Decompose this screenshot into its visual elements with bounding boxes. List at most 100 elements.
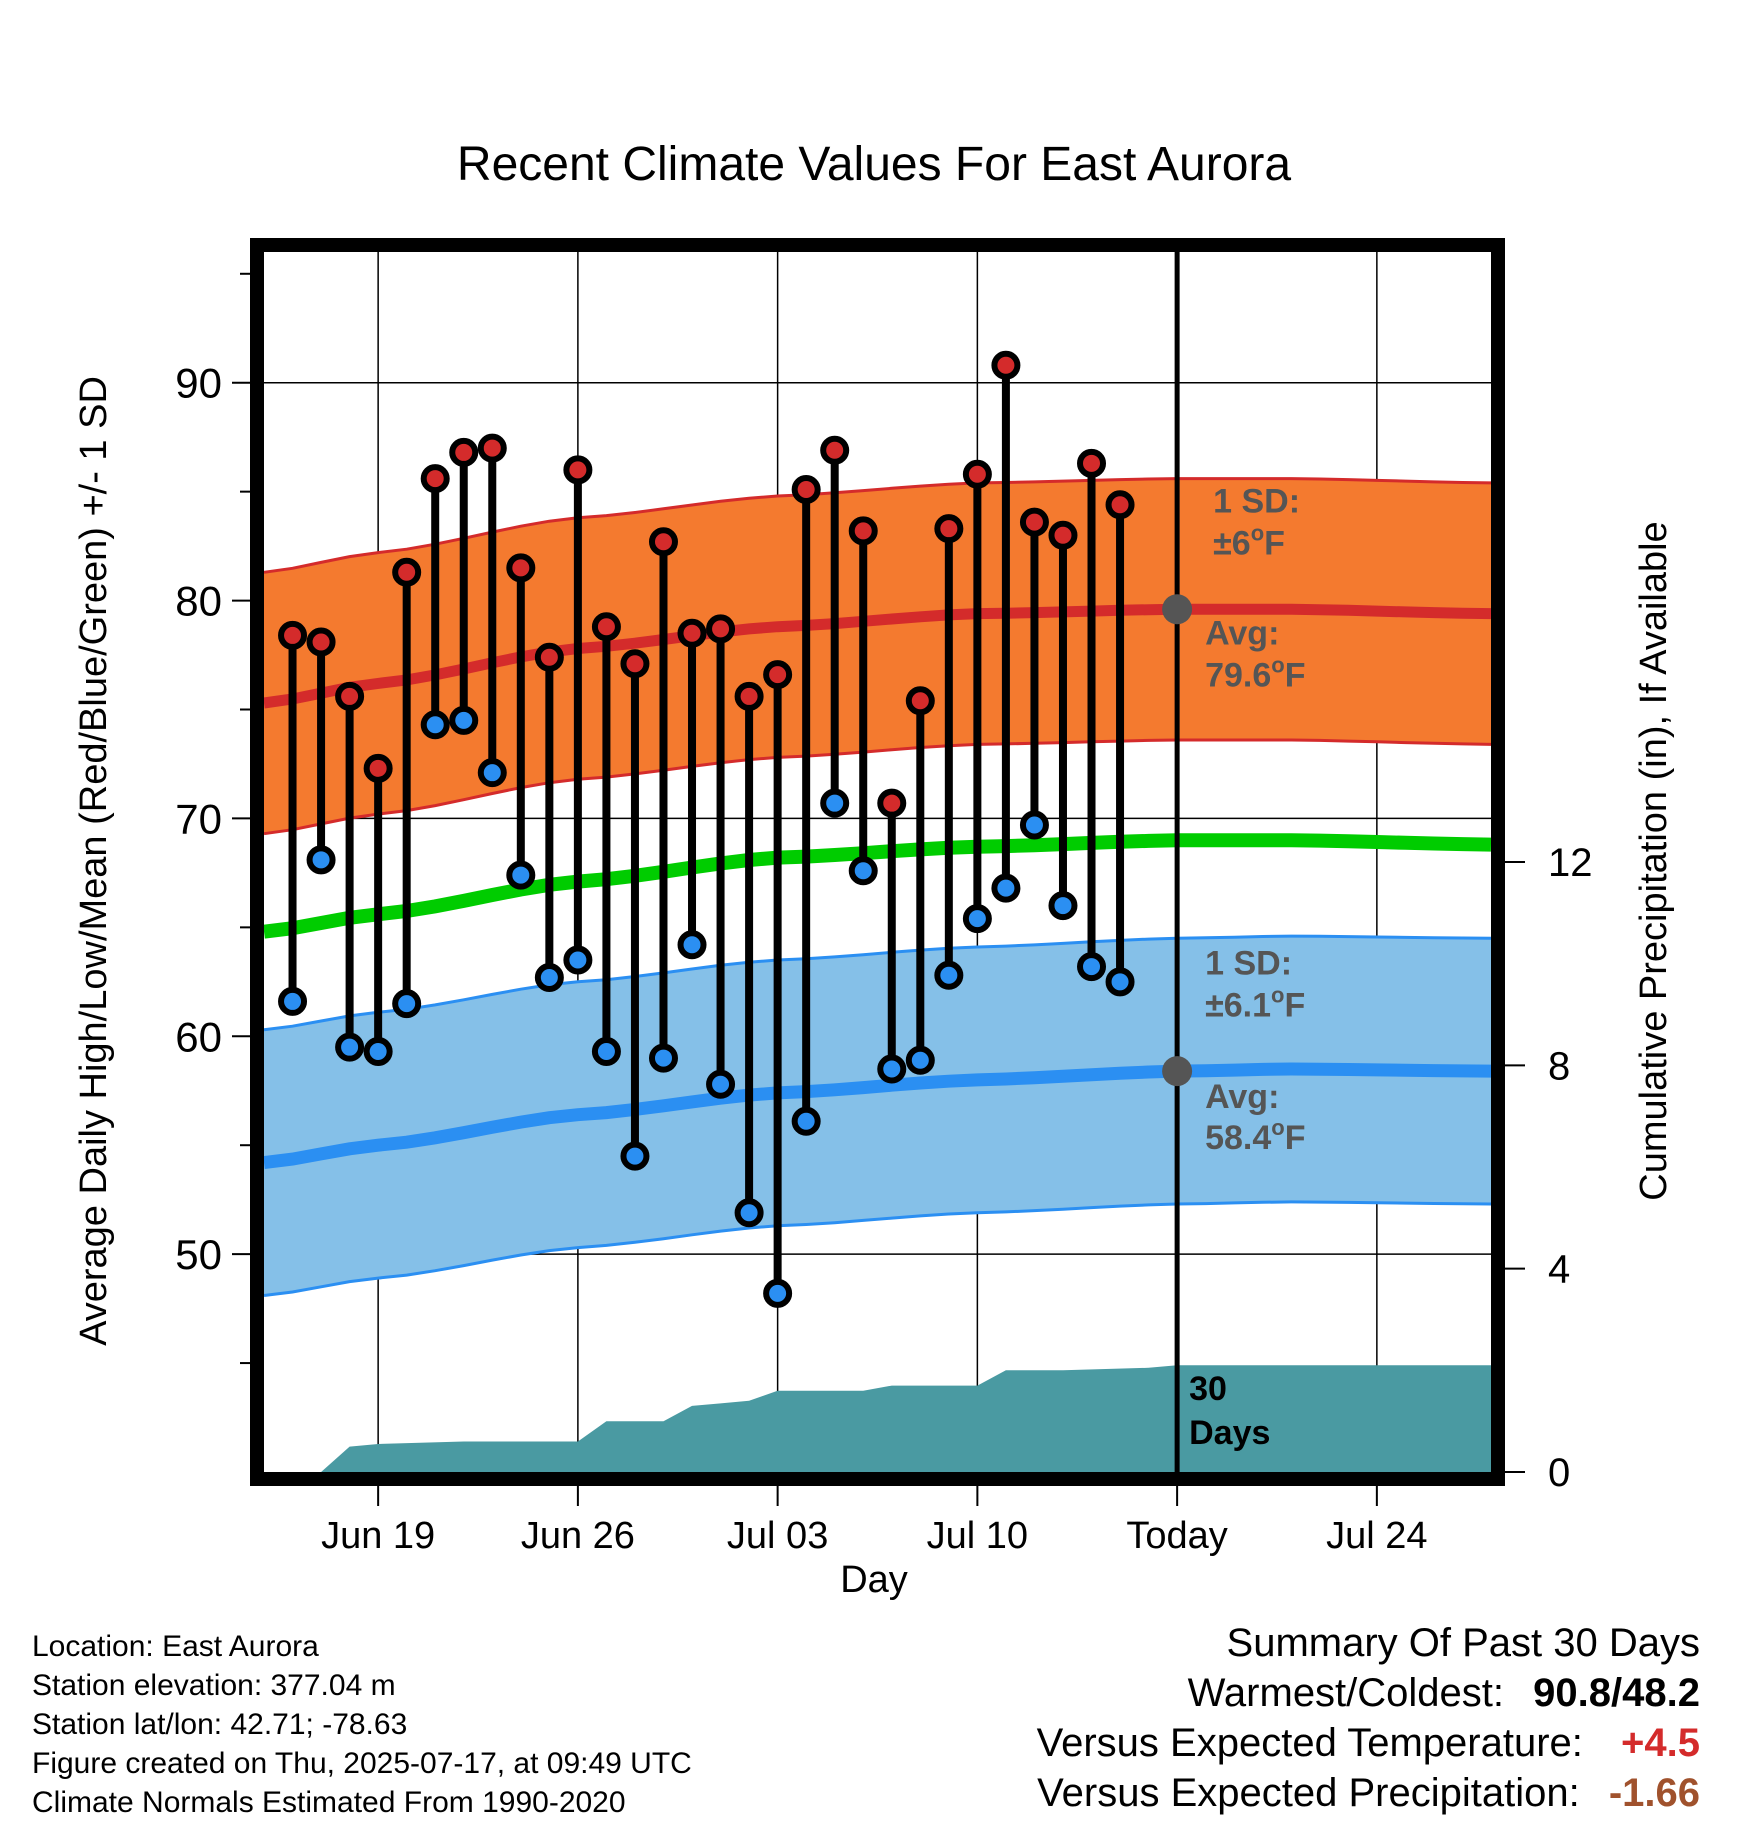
precip-days-word: Days <box>1189 1414 1270 1452</box>
low-temp-point <box>1048 891 1078 921</box>
y-tick-label: 60 <box>175 1013 222 1060</box>
latlon-text: Station lat/lon: 42.71; -78.63 <box>32 1708 408 1741</box>
warm-cold-slash: / <box>1611 1671 1623 1715</box>
coldest-value: 48.2 <box>1622 1671 1700 1715</box>
warm-cold-value: 90.8/48.2 <box>1533 1668 1700 1718</box>
y-axis: 50 60 70 80 90 <box>175 272 250 1365</box>
low-temp-point <box>506 860 536 890</box>
temp-anomaly-value: +4.5 <box>1621 1721 1700 1765</box>
temp-anomaly-label: Versus Expected Temperature: <box>1036 1721 1583 1765</box>
high-avg-value: 79.6oF <box>1205 652 1305 694</box>
temp-anomaly-row: Versus Expected Temperature: +4.5 <box>1037 1718 1700 1768</box>
high-temp-point <box>1105 490 1135 520</box>
high-temp-point <box>791 474 821 504</box>
high-temp-point <box>848 516 878 546</box>
precip-anomaly-row: Versus Expected Precipitation: -1.66 <box>1037 1768 1700 1818</box>
low-temp-point <box>734 1198 764 1228</box>
y-tick-label: 70 <box>175 795 222 842</box>
high-avg-label-part: Avg: <box>1205 614 1279 652</box>
y2-axis-label: Cumulative Precipitation (in), If Availa… <box>1633 521 1675 1200</box>
low-temp-point <box>534 962 564 992</box>
low-temp-point <box>991 873 1021 903</box>
high-temp-point <box>278 620 308 650</box>
x-tick-label: Jun 26 <box>521 1515 635 1557</box>
y2-axis: 0 4 8 12 <box>1505 841 1593 1495</box>
low-sd-value-part: F <box>1285 986 1306 1024</box>
low-avg-value-part: o <box>1271 1115 1284 1140</box>
high-band-upper-edge <box>263 477 1492 574</box>
plot-frame <box>250 238 1505 1486</box>
high-band-lower-edge <box>263 738 1492 836</box>
high-temp-point <box>477 433 507 463</box>
low-sd-value-part: o <box>1271 982 1284 1007</box>
today-avg-low-dot <box>1162 1056 1193 1087</box>
precip-label: 30 Days <box>1189 1370 1270 1452</box>
low-temp-point <box>363 1037 393 1067</box>
high-temp-point <box>449 437 479 467</box>
station-info: Location: East Aurora Station elevation:… <box>32 1627 692 1822</box>
summary-heading: Summary Of Past 30 Days <box>1226 1621 1700 1665</box>
normal-high-line <box>263 603 1492 709</box>
high-temp-point <box>335 681 365 711</box>
warm-cold-label: Warmest/Coldest: <box>1187 1671 1505 1715</box>
low-temp-point <box>763 1278 793 1308</box>
low-temp-point <box>1077 952 1107 982</box>
low-sd-label-part: 1 SD: <box>1205 944 1292 982</box>
high-sd-value-part: ±6 <box>1213 525 1251 563</box>
x-tick-label: Jul 24 <box>1326 1515 1427 1557</box>
summary-panel: Summary Of Past 30 Days Warmest/Coldest:… <box>1037 1618 1700 1818</box>
high-avg-value-part: 79.6 <box>1205 656 1271 694</box>
high-temp-point <box>420 464 450 494</box>
high-sd-label: 1 SD: <box>1213 483 1300 521</box>
y2-tick-label: 12 <box>1548 841 1593 885</box>
high-temp-point <box>506 553 536 583</box>
x-tick-label: Jul 03 <box>727 1515 828 1557</box>
created-text: Figure created on Thu, 2025-07-17, at 09… <box>32 1747 692 1780</box>
low-sd-value: ±6.1oF <box>1205 982 1305 1024</box>
high-temp-point <box>591 612 621 642</box>
high-temp-point <box>962 459 992 489</box>
low-sd-value-part: ±6.1 <box>1205 986 1271 1024</box>
high-temp-point <box>1019 507 1049 537</box>
x-axis: Jun 19 Jun 26 Jul 03 Jul 10 Today Jul 24 <box>321 1486 1428 1557</box>
high-temp-point <box>934 514 964 544</box>
low-temp-point <box>306 845 336 875</box>
high-temp-point <box>991 350 1021 380</box>
precip-anomaly-value: -1.66 <box>1608 1771 1700 1815</box>
low-temp-point <box>706 1069 736 1099</box>
warmest-value: 90.8 <box>1533 1671 1612 1715</box>
high-avg-value-part: F <box>1285 656 1306 694</box>
high-temp-point <box>905 686 935 716</box>
low-temp-point <box>392 989 422 1019</box>
precip-area <box>264 1365 1491 1472</box>
low-temp-point <box>677 930 707 960</box>
low-temp-point <box>820 788 850 818</box>
high-sd-value: ±6oF <box>1213 521 1285 563</box>
low-temp-point <box>905 1045 935 1075</box>
high-sd-value-part: F <box>1264 525 1285 563</box>
warm-cold-row: Warmest/Coldest: 90.8/48.2 <box>1037 1668 1700 1718</box>
climate-chart: Recent Climate Values For East Aurora 1 … <box>73 138 1675 1600</box>
y-tick-label: 80 <box>175 578 222 625</box>
high-temp-point <box>677 618 707 648</box>
normals-text: Climate Normals Estimated From 1990-2020 <box>32 1786 626 1819</box>
low-temp-point <box>848 856 878 886</box>
high-avg-value-part: o <box>1271 652 1284 677</box>
precip-anomaly-label: Versus Expected Precipitation: <box>1037 1771 1580 1815</box>
cumulative-precip-area <box>264 1365 1491 1472</box>
high-temp-point <box>392 557 422 587</box>
low-avg-value-part: F <box>1285 1119 1306 1157</box>
x-axis-label: Day <box>840 1559 908 1600</box>
high-temp-point <box>734 681 764 711</box>
low-temp-point <box>934 960 964 990</box>
low-temp-point <box>420 710 450 740</box>
low-avg-label: Avg: <box>1205 1078 1279 1116</box>
high-temp-point <box>1077 448 1107 478</box>
low-band-lower-edge <box>263 1200 1492 1297</box>
low-temp-point <box>620 1141 650 1171</box>
daily-stems <box>288 365 1125 1294</box>
high-temp-point <box>306 627 336 657</box>
y2-tick-label: 0 <box>1548 1451 1570 1495</box>
